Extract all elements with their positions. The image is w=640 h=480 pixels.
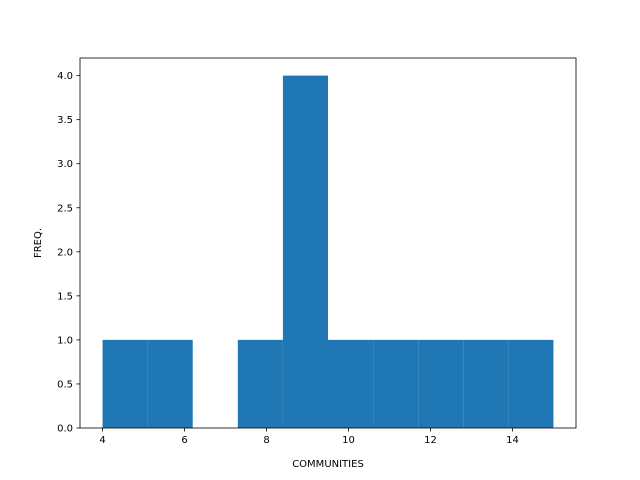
x-tick-label: 12 <box>424 435 437 446</box>
y-tick-label: 3.0 <box>57 159 73 170</box>
y-tick-label: 2.5 <box>57 203 73 214</box>
y-tick-label: 0.0 <box>57 424 73 435</box>
y-tick-label: 1.5 <box>57 291 73 302</box>
x-axis-ticks: 4 6 8 10 12 14 <box>99 428 519 446</box>
bars-group <box>102 75 554 428</box>
x-tick-label: 8 <box>263 435 269 446</box>
histogram-bar <box>282 75 328 428</box>
histogram-bar <box>463 339 509 428</box>
x-tick-label: 4 <box>99 435 105 446</box>
histogram-bar <box>508 339 554 428</box>
y-tick-label: 2.0 <box>57 247 73 258</box>
x-tick-label: 14 <box>506 435 519 446</box>
x-tick-label: 10 <box>342 435 355 446</box>
y-tick-label: 3.5 <box>57 115 73 126</box>
histogram-bar <box>328 339 374 428</box>
x-tick-label: 6 <box>181 435 187 446</box>
histogram-bar <box>237 339 283 428</box>
y-tick-label: 0.5 <box>57 379 73 390</box>
y-axis-ticks: 0.0 0.5 1.0 1.5 2.0 2.5 3.0 3.5 4.0 <box>57 71 80 435</box>
plot-frame <box>79 57 577 429</box>
histogram-bar <box>147 339 193 428</box>
y-tick-label: 1.0 <box>57 335 73 346</box>
y-tick-label: 4.0 <box>57 71 73 82</box>
histogram-bar <box>102 339 148 428</box>
histogram-bar <box>418 339 464 428</box>
x-axis-label: COMMUNITIES <box>292 459 364 470</box>
histogram-bar <box>373 339 419 428</box>
y-axis-label: FREQ. <box>33 228 44 258</box>
